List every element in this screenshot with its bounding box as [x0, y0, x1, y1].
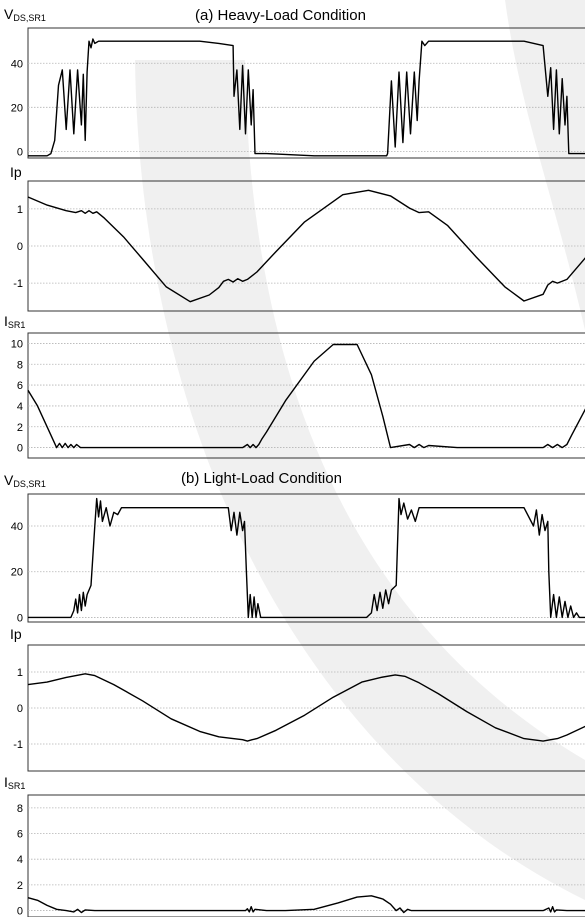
y-tick-label: 4 — [17, 401, 23, 413]
y-tick-label: 0 — [17, 612, 23, 624]
panel-a-vds: 0 20 40 — [11, 27, 585, 159]
section-b-title: (b) Light-Load Condition — [181, 470, 342, 487]
label-main: V — [4, 472, 14, 488]
label-main: Ip — [10, 164, 22, 180]
plot-frame — [27, 180, 585, 312]
series-line — [28, 497, 585, 619]
label-sub: DS,SR1 — [13, 13, 46, 23]
plot-frame — [27, 332, 585, 459]
y-tick-label: 0 — [17, 146, 23, 158]
plot-frame — [27, 27, 585, 159]
watermark-band — [505, 0, 585, 330]
series-line — [27, 343, 585, 449]
panel-a-isr-label: ISR1 — [4, 313, 25, 330]
panel-a-vds-label: VDS,SR1 — [4, 6, 46, 23]
series-line — [27, 673, 585, 742]
y-tick-label: 0 — [17, 703, 23, 715]
label-sub: SR1 — [7, 781, 26, 791]
panel-b-isr: 0 2 4 6 8 — [17, 794, 585, 917]
panel-b-vds-label: VDS,SR1 — [4, 472, 46, 489]
panel-b-vds: 0 20 40 — [11, 493, 585, 624]
y-tick-label: 40 — [11, 58, 23, 70]
y-tick-label: -1 — [13, 739, 23, 751]
y-tick-label: 0 — [17, 241, 23, 253]
y-tick-label: 1 — [17, 204, 23, 216]
series-line — [28, 38, 585, 157]
y-tick-label: 20 — [11, 567, 23, 579]
y-tick-label: 1 — [17, 667, 23, 679]
label-sub: DS,SR1 — [13, 479, 46, 489]
y-tick-label: 8 — [17, 803, 23, 815]
plot-frame — [27, 794, 585, 917]
panel-b-ip-label: Ip — [10, 626, 22, 642]
panel-b-ip: -1 0 1 — [13, 644, 585, 772]
section-a-title: (a) Heavy-Load Condition — [195, 7, 366, 24]
panel-a-ip: -1 0 1 — [13, 180, 585, 312]
panel-a-isr: 0 2 4 6 8 10 — [11, 332, 585, 459]
label-sub: SR1 — [7, 320, 26, 330]
watermark-swoosh — [135, 60, 585, 900]
panel-a-ip-label: Ip — [10, 164, 22, 180]
panel-b-isr-label: ISR1 — [4, 774, 25, 791]
y-tick-label: 0 — [17, 443, 23, 455]
plot-frame — [27, 644, 585, 772]
y-tick-label: 40 — [11, 521, 23, 533]
y-tick-label: 20 — [11, 102, 23, 114]
label-main: Ip — [10, 626, 22, 642]
y-tick-label: 8 — [17, 359, 23, 371]
y-tick-label: 4 — [17, 854, 23, 866]
y-tick-label: -1 — [13, 278, 23, 290]
y-tick-label: 6 — [17, 380, 23, 392]
label-main: I — [4, 313, 8, 329]
y-tick-label: 10 — [11, 338, 23, 350]
y-tick-label: 0 — [17, 906, 23, 917]
y-tick-label: 2 — [17, 422, 23, 434]
series-line — [27, 895, 585, 914]
y-tick-label: 2 — [17, 880, 23, 892]
label-main: V — [4, 6, 14, 22]
y-tick-label: 6 — [17, 829, 23, 841]
series-line — [27, 189, 585, 303]
plot-frame — [27, 493, 585, 623]
label-main: I — [4, 774, 8, 790]
